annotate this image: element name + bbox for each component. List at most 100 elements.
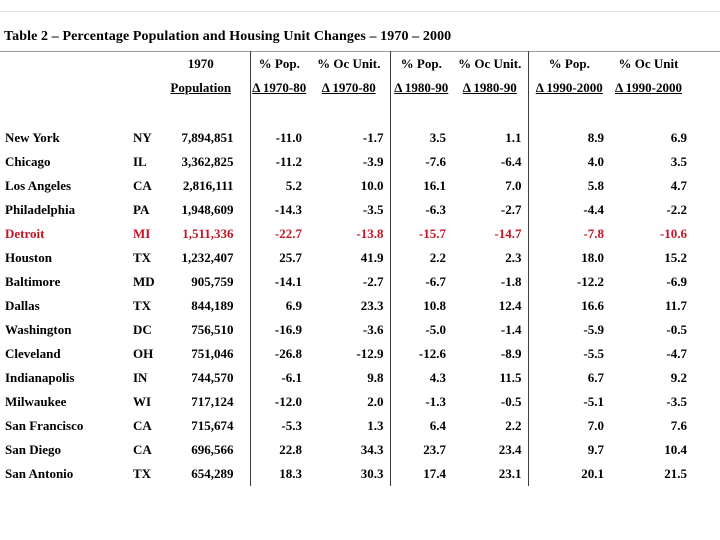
spacer-cell	[168, 100, 250, 126]
table-row: Baltimore MD 905,759 -14.1 -2.7 -6.7 -1.8 -12.2…	[0, 270, 720, 294]
cell-ocunit-change-1980-90: -8.9	[500, 346, 522, 361]
cell-state: CA	[133, 442, 152, 457]
cell-ocunit-change-1990-2000: -2.2	[666, 202, 687, 217]
spacer-cell	[389, 100, 452, 126]
cell-ocunit-change-1970-80: -3.9	[362, 154, 384, 169]
header-pct-ocunit-90-00: % Oc Unit	[618, 56, 679, 71]
cell-pop-change-1970-80: -5.3	[249, 414, 308, 438]
cell-ocunit-change-1990-2000: 9.2	[670, 370, 687, 385]
cell-state: IN	[133, 370, 148, 385]
cell-pop-change-1980-90: 10.8	[389, 294, 452, 318]
spacer-cell	[610, 100, 720, 126]
cell-ocunit-change-1980-90: 23.4	[498, 442, 522, 457]
cell-population-1970: 717,124	[191, 394, 234, 409]
cell-ocunit-change-1980-90: -6.4	[500, 154, 522, 169]
cell-city: Philadelphia	[5, 202, 76, 217]
cell-ocunit-change-1970-80: 1.3	[367, 418, 384, 433]
cell-ocunit-change-1990-2000: -10.6	[659, 226, 687, 241]
header-pct-pop-70-80: % Pop.	[249, 51, 308, 76]
header-row-top: 1970 % Pop. % Oc Unit. % Pop. % Oc Unit.…	[0, 51, 720, 77]
cell-city: Los Angeles	[5, 178, 72, 193]
header-delta-80-90-pop: Δ 1980-90	[389, 76, 452, 100]
cell-ocunit-change-1980-90: -14.7	[494, 226, 522, 241]
cell-pop-change-1990-2000: 20.1	[527, 462, 610, 486]
cell-city: Washington	[5, 322, 72, 337]
cell-population-1970: 1,511,336	[182, 226, 234, 241]
table-row: Milwaukee WI 717,124 -12.0 2.0 -1.3 -0.5 -5.1 -3…	[0, 390, 720, 414]
table-row: Philadelphia PA 1,948,609 -14.3 -3.5 -6.3 -2.7…	[0, 198, 720, 222]
cell-ocunit-change-1990-2000: 11.7	[664, 298, 687, 313]
cell-ocunit-change-1970-80: 10.0	[360, 178, 384, 193]
cell-pop-change-1970-80: 25.7	[249, 246, 308, 270]
cell-pop-change-1970-80: 18.3	[249, 462, 308, 486]
header-delta-70-80-ocunit: Δ 1970-80	[321, 80, 376, 95]
cell-ocunit-change-1980-90: 1.1	[505, 130, 522, 145]
table-row: San Francisco CA 715,674 -5.3 1.3 6.4 2.2 7.0 7.…	[0, 414, 720, 438]
cell-population-1970: 3,362,825	[181, 154, 234, 169]
cell-ocunit-change-1990-2000: 7.6	[670, 418, 687, 433]
cell-city: Houston	[5, 250, 52, 265]
cell-pop-change-1970-80: -16.9	[249, 318, 308, 342]
cell-city: Dallas	[5, 298, 40, 313]
cell-pop-change-1970-80: 22.8	[249, 438, 308, 462]
cell-pop-change-1990-2000: -7.8	[527, 222, 610, 246]
cell-pop-change-1980-90: -5.0	[389, 318, 452, 342]
header-pct-pop-80-90: % Pop.	[389, 51, 452, 76]
header-delta-70-80-pop: Δ 1970-80	[249, 76, 308, 100]
cell-pop-change-1990-2000: 9.7	[527, 438, 610, 462]
cell-ocunit-change-1970-80: -13.8	[356, 226, 384, 241]
cell-population-1970: 751,046	[191, 346, 234, 361]
cell-state: OH	[133, 346, 154, 361]
cell-pop-change-1990-2000: 18.0	[527, 246, 610, 270]
cell-pop-change-1970-80: 6.9	[249, 294, 308, 318]
cell-city: San Antonio	[5, 466, 74, 481]
cell-ocunit-change-1970-80: 41.9	[360, 250, 384, 265]
table-row: Dallas TX 844,189 6.9 23.3 10.8 12.4 16.6 11.7	[0, 294, 720, 318]
spacer-cell	[527, 100, 610, 126]
cell-pop-change-1980-90: -6.7	[389, 270, 452, 294]
header-pct-ocunit-80-90: % Oc Unit.	[458, 56, 522, 71]
cell-state: DC	[133, 322, 152, 337]
header-state-blank	[128, 52, 168, 77]
table-row: Chicago IL 3,362,825 -11.2 -3.9 -7.6 -6.4 4.0 3.…	[0, 150, 720, 174]
cell-pop-change-1980-90: 6.4	[389, 414, 452, 438]
cell-population-1970: 654,289	[191, 466, 234, 481]
cell-population-1970: 2,816,111	[182, 178, 234, 193]
cell-state: MD	[133, 274, 155, 289]
cell-pop-change-1990-2000: 5.8	[527, 174, 610, 198]
table-body: New York NY 7,894,851 -11.0 -1.7 3.5 1.1 8.9 6.9…	[0, 126, 720, 486]
cell-ocunit-change-1990-2000: 3.5	[670, 154, 687, 169]
spacer-cell	[308, 100, 390, 126]
cell-population-1970: 756,510	[191, 322, 234, 337]
cell-state: WI	[133, 394, 152, 409]
table-row: Indianapolis IN 744,570 -6.1 9.8 4.3 11.5 6.7 9.…	[0, 366, 720, 390]
cell-pop-change-1980-90: -7.6	[389, 150, 452, 174]
cell-ocunit-change-1990-2000: 21.5	[664, 466, 687, 481]
cell-population-1970: 1,948,609	[181, 202, 234, 217]
cell-ocunit-change-1990-2000: -4.7	[666, 346, 687, 361]
cell-pop-change-1980-90: -15.7	[389, 222, 452, 246]
cell-city: Cleveland	[5, 346, 61, 361]
cell-ocunit-change-1970-80: 34.3	[360, 442, 384, 457]
cell-state: CA	[133, 418, 152, 433]
header-pct-ocunit-70-80: % Oc Unit.	[317, 56, 381, 71]
cell-city: San Francisco	[5, 418, 84, 433]
cell-population-1970: 1,232,407	[181, 250, 234, 265]
cell-ocunit-change-1970-80: 2.0	[367, 394, 384, 409]
cell-ocunit-change-1990-2000: -0.5	[666, 322, 687, 337]
cell-pop-change-1990-2000: 8.9	[527, 126, 610, 150]
cell-population-1970: 7,894,851	[181, 130, 234, 145]
cell-pop-change-1980-90: 16.1	[389, 174, 452, 198]
table-row: Cleveland OH 751,046 -26.8 -12.9 -12.6 -8.9 -5.…	[0, 342, 720, 366]
cell-population-1970: 844,189	[191, 298, 234, 313]
cell-state: CA	[133, 178, 152, 193]
cell-ocunit-change-1990-2000: 4.7	[670, 178, 687, 193]
cell-state: PA	[133, 202, 150, 217]
cell-pop-change-1990-2000: 7.0	[527, 414, 610, 438]
cell-ocunit-change-1980-90: -1.4	[500, 322, 522, 337]
cell-ocunit-change-1980-90: -0.5	[500, 394, 522, 409]
cell-ocunit-change-1980-90: 7.0	[505, 178, 522, 193]
cell-pop-change-1990-2000: -5.9	[527, 318, 610, 342]
cell-ocunit-change-1980-90: -2.7	[500, 202, 522, 217]
